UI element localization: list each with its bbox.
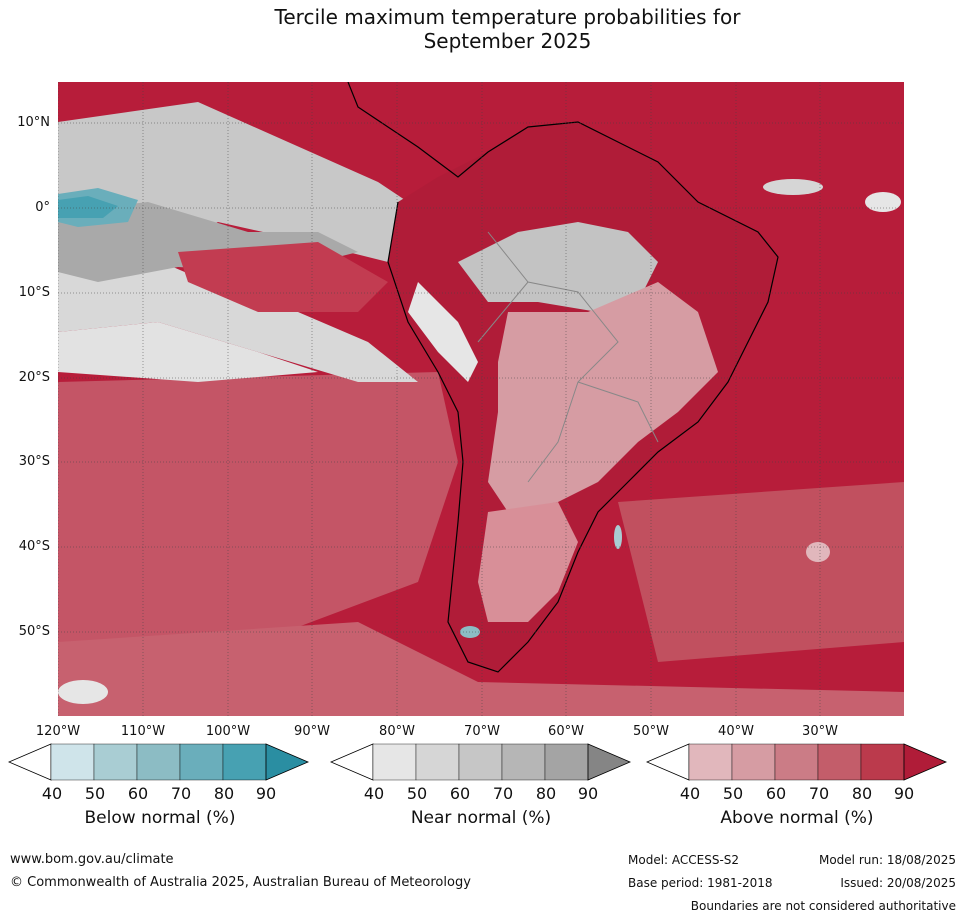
- colorbar-near-normal: [330, 743, 632, 781]
- tick-below-40: 40: [41, 784, 63, 803]
- colorbar-2-upper-extension: [903, 743, 948, 781]
- colorbar-0-bin-4: [222, 743, 267, 781]
- land-above-40-patagonia: [478, 502, 578, 622]
- colorbar-0-lower-extension: [8, 743, 52, 781]
- tick-below-70: 70: [170, 784, 192, 803]
- lon-label-40w: 40°W: [718, 724, 754, 739]
- footer-website: www.bom.gov.au/climate: [10, 852, 174, 867]
- region-red-tongue: [178, 242, 388, 312]
- title-line-2: September 2025: [423, 29, 592, 53]
- atlantic-patch: [763, 179, 823, 195]
- colorbar-1-upper-extension: [587, 743, 632, 781]
- colorbar-label-below: Below normal (%): [84, 808, 236, 828]
- tick-below-50: 50: [84, 784, 106, 803]
- colorbar-2-bin-0: [688, 743, 733, 781]
- land-near-normal-amazon: [458, 222, 658, 312]
- tick-above-50: 50: [722, 784, 744, 803]
- lon-label-110w: 110°W: [120, 724, 166, 739]
- region-near-normal-west3: [58, 322, 318, 382]
- tick-above-90: 90: [893, 784, 915, 803]
- tick-below-60: 60: [127, 784, 149, 803]
- tick-above-40: 40: [679, 784, 701, 803]
- pacific-patch: [58, 680, 108, 704]
- colorbar-1-bin-4: [544, 743, 589, 781]
- atlantic-patch-2: [865, 192, 901, 212]
- country-borders: [477, 231, 659, 483]
- tick-below-90: 90: [255, 784, 277, 803]
- lon-label-50w: 50°W: [633, 724, 669, 739]
- colorbar-1-lower-extension: [330, 743, 374, 781]
- tick-near-80: 80: [535, 784, 557, 803]
- tick-near-60: 60: [449, 784, 471, 803]
- atlantic-blue: [614, 525, 622, 549]
- colorbar-label-near: Near normal (%): [410, 808, 552, 828]
- map-title: Tercile maximum temperature probabilitie…: [0, 5, 965, 53]
- lon-label-120w: 120°W: [35, 724, 81, 739]
- lat-label-10n: 10°N: [17, 115, 50, 130]
- lon-label-60w: 60°W: [548, 724, 584, 739]
- region-above-70-east: [618, 482, 904, 662]
- tick-near-90: 90: [577, 784, 599, 803]
- colorbar-0-bin-2: [136, 743, 181, 781]
- footer-model-run: Model run: 18/08/2025: [818, 853, 956, 867]
- atlantic-patch-3: [806, 542, 830, 562]
- footer-issued: Issued: 20/08/2025: [840, 876, 956, 890]
- tick-above-60: 60: [765, 784, 787, 803]
- footer-base-period: Base period: 1981-2018: [628, 876, 773, 890]
- lon-label-30w: 30°W: [802, 724, 838, 739]
- tick-near-70: 70: [492, 784, 514, 803]
- lat-label-30s: 30°S: [18, 454, 50, 469]
- land-near-normal-andes: [408, 282, 478, 382]
- colorbar-1-bin-0: [372, 743, 417, 781]
- colorbar-0-upper-extension: [265, 743, 310, 781]
- lat-label-20s: 20°S: [18, 370, 50, 385]
- tick-above-70: 70: [808, 784, 830, 803]
- colorbar-0-bin-0: [50, 743, 95, 781]
- lon-label-100w: 100°W: [205, 724, 251, 739]
- colorbar-2-bin-3: [817, 743, 862, 781]
- tick-near-50: 50: [406, 784, 428, 803]
- colorbar-0-bin-3: [179, 743, 224, 781]
- colorbar-2-bin-1: [731, 743, 776, 781]
- region-above-70: [58, 372, 458, 682]
- colorbar-above-normal: [646, 743, 948, 781]
- colorbar-below-normal: [8, 743, 310, 781]
- tick-above-80: 80: [851, 784, 873, 803]
- footer-disclaimer: Boundaries are not considered authoritat…: [690, 899, 956, 913]
- land-above-50: [488, 282, 718, 512]
- colorbar-2-bin-4: [860, 743, 905, 781]
- lon-label-90w: 90°W: [294, 724, 330, 739]
- colorbar-1-bin-3: [501, 743, 546, 781]
- colorbar-2-lower-extension: [646, 743, 690, 781]
- probability-map: [58, 82, 904, 716]
- colorbar-2-bin-2: [774, 743, 819, 781]
- title-line-1: Tercile maximum temperature probabilitie…: [274, 5, 741, 29]
- footer-copyright: © Commonwealth of Australia 2025, Austra…: [10, 875, 471, 890]
- colorbar-0-bin-1: [93, 743, 138, 781]
- lat-label-0: 0°: [35, 200, 50, 215]
- lon-label-70w: 70°W: [464, 724, 500, 739]
- lat-label-50s: 50°S: [18, 624, 50, 639]
- colorbar-1-bin-2: [458, 743, 503, 781]
- footer-model: Model: ACCESS-S2: [628, 853, 740, 867]
- colorbar-label-above: Above normal (%): [720, 808, 874, 828]
- lat-label-10s: 10°S: [18, 285, 50, 300]
- tick-below-80: 80: [213, 784, 235, 803]
- lon-label-80w: 80°W: [379, 724, 415, 739]
- gridlines: [58, 82, 904, 716]
- region-below-normal-core: [58, 196, 118, 218]
- lat-label-40s: 40°S: [18, 539, 50, 554]
- tick-near-40: 40: [363, 784, 385, 803]
- region-above-60-south: [58, 622, 904, 716]
- colorbar-1-bin-1: [415, 743, 460, 781]
- region-near-normal-west2: [58, 252, 418, 382]
- coastline: [347, 82, 779, 673]
